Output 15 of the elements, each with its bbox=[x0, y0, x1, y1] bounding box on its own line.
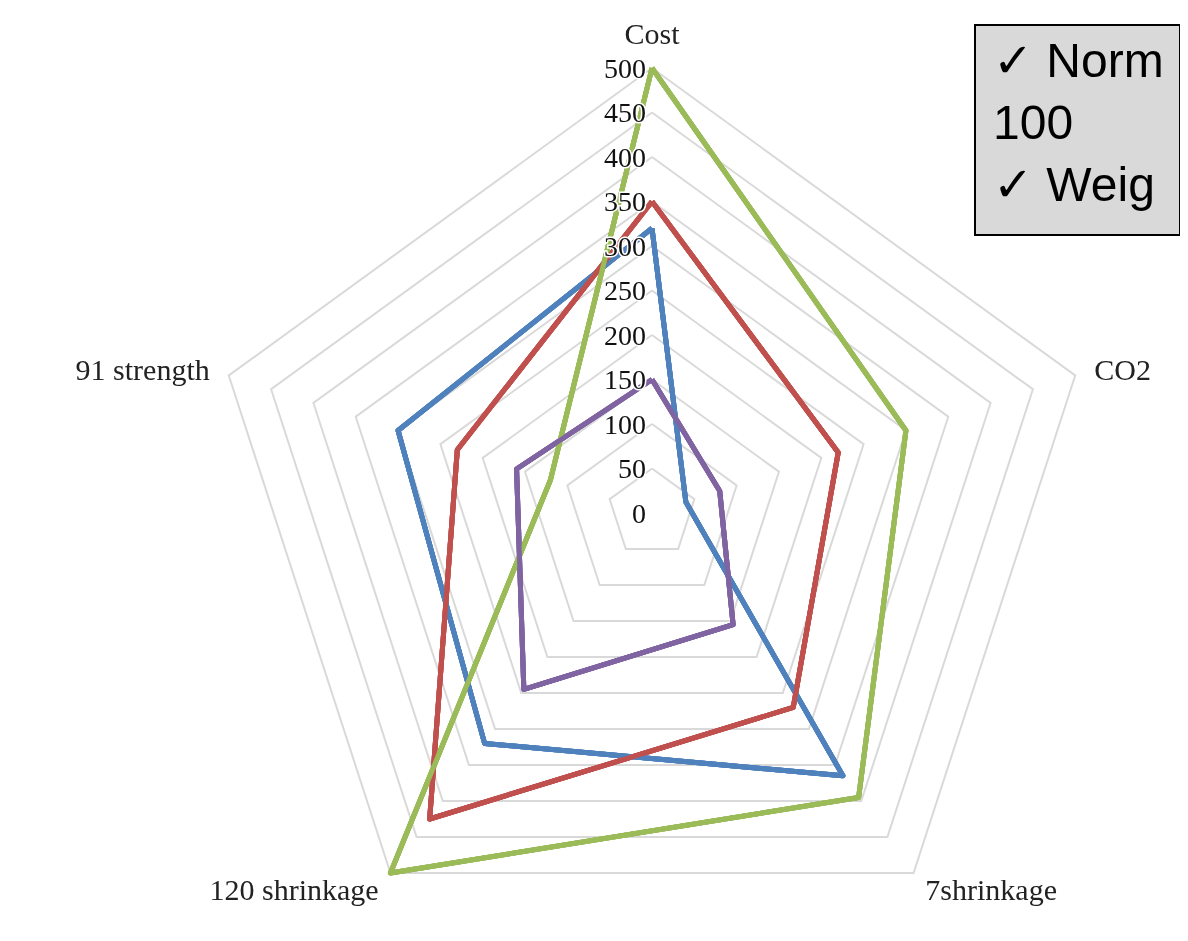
y-tick-label: 0 bbox=[632, 497, 646, 529]
y-tick-label: 250 bbox=[604, 275, 646, 306]
y-tick-label: 500 bbox=[604, 52, 646, 84]
spoke-label: 120 shrinkage bbox=[209, 872, 379, 906]
spoke-label: CO2 bbox=[1094, 352, 1151, 386]
y-tick-label: 50 bbox=[618, 453, 646, 484]
y-tick-label: 150 bbox=[604, 364, 646, 395]
spoke-label: 91 strength bbox=[75, 352, 210, 386]
y-tick-label: 100 bbox=[604, 408, 646, 440]
text: ✓ Norm bbox=[993, 33, 1164, 87]
spoke-label: Cost bbox=[624, 16, 681, 50]
text: ✓ Weig bbox=[993, 157, 1155, 211]
text: 100 bbox=[993, 95, 1074, 149]
y-tick-label: 200 bbox=[604, 319, 646, 351]
spoke-label: 7shrinkage bbox=[925, 872, 1057, 906]
